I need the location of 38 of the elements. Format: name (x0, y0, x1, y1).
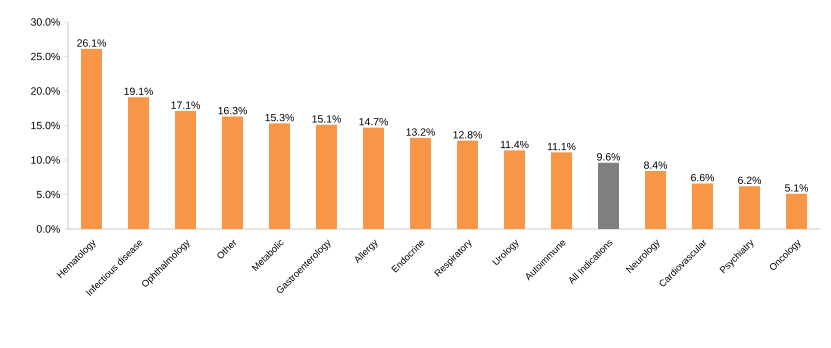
data-label: 11.4% (500, 140, 529, 148)
bar (269, 123, 290, 229)
data-label: 8.4% (644, 161, 668, 169)
bar (222, 116, 244, 229)
y-tick-label: 20.0% (31, 87, 60, 95)
bar (457, 140, 478, 229)
y-tick-label: 10.0% (31, 156, 60, 164)
bar (410, 138, 432, 229)
data-label: 5.1% (785, 184, 808, 192)
bar (692, 183, 714, 229)
bar (645, 171, 666, 229)
data-label: 12.8% (453, 131, 482, 138)
bar (786, 194, 808, 229)
bar (551, 152, 572, 229)
bar (128, 97, 149, 229)
data-label: 26.1% (77, 39, 106, 47)
data-label: 15.1% (312, 115, 341, 123)
y-tick-label: 5.0% (36, 190, 60, 198)
bar (363, 128, 384, 229)
data-label: 9.6% (597, 153, 620, 161)
bar (81, 48, 102, 229)
data-label: 19.1% (124, 88, 153, 96)
y-tick-label: 30.0% (30, 18, 60, 26)
data-label: 6.2% (738, 176, 762, 184)
data-label: 11.1% (548, 142, 576, 150)
data-label: 15.3% (265, 114, 294, 122)
bar (175, 111, 196, 229)
y-tick-label: 15.0% (31, 122, 60, 130)
data-label: 14.7% (359, 118, 388, 126)
y-tick-label: 25.0% (31, 52, 60, 60)
data-label: 16.3% (218, 106, 247, 114)
bar (739, 186, 760, 229)
data-label: 13.2% (406, 128, 435, 136)
y-tick-label: 0.0% (36, 225, 60, 233)
bar (504, 150, 526, 229)
bar (316, 124, 338, 229)
data-label: 17.1% (171, 102, 200, 109)
data-label: 6.6% (691, 174, 714, 182)
